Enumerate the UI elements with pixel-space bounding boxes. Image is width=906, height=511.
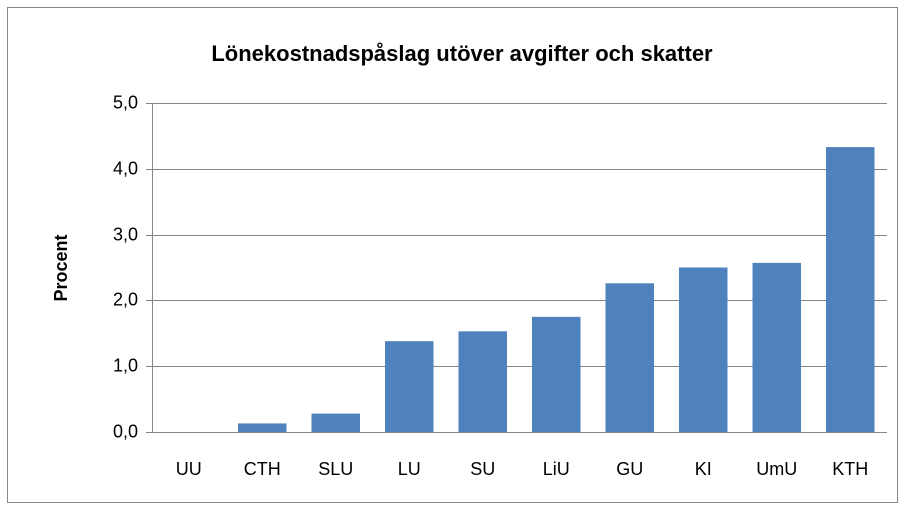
y-tick-label: 5,0 xyxy=(113,92,138,112)
x-tick-label: LU xyxy=(398,459,421,479)
x-tick-label: GU xyxy=(616,459,643,479)
x-tick-label: KTH xyxy=(832,459,868,479)
bar xyxy=(311,413,361,432)
x-tick-label: SLU xyxy=(318,459,353,479)
y-tick-label: 0,0 xyxy=(113,421,138,441)
y-tick-label: 3,0 xyxy=(113,224,138,244)
bar xyxy=(752,262,802,432)
bar xyxy=(458,331,508,432)
bar xyxy=(237,423,287,432)
x-tick-label: UU xyxy=(176,459,202,479)
x-tick-label: CTH xyxy=(244,459,281,479)
x-tick-label: SU xyxy=(470,459,495,479)
y-axis-label: Procent xyxy=(51,234,71,301)
y-tick-label: 1,0 xyxy=(113,355,138,375)
bar xyxy=(531,316,581,432)
bar xyxy=(825,147,875,432)
x-tick-label: KI xyxy=(695,459,712,479)
bar xyxy=(678,267,728,432)
y-tick-label: 2,0 xyxy=(113,289,138,309)
bar xyxy=(384,341,434,432)
x-tick-label: UmU xyxy=(756,459,797,479)
x-tick-label: LiU xyxy=(543,459,570,479)
y-tick-label: 4,0 xyxy=(113,158,138,178)
bar xyxy=(605,283,655,432)
chart-title: Lönekostnadspåslag utöver avgifter och s… xyxy=(211,41,713,66)
chart-frame xyxy=(7,7,898,503)
